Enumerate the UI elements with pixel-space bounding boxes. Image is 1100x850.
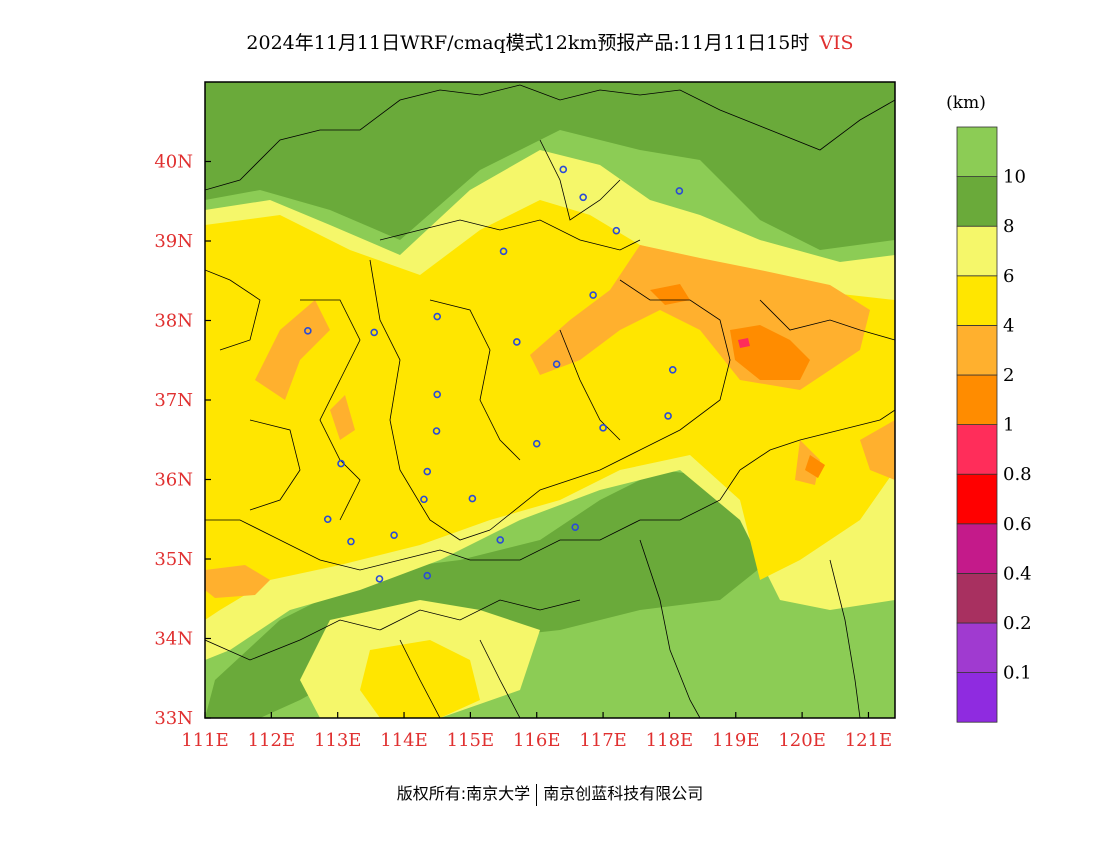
station-marker: [664, 412, 672, 420]
colorbar-label: 0.1: [1003, 663, 1032, 684]
colorbar-label: 0.6: [1003, 514, 1032, 535]
x-tick-label: 120E: [778, 730, 826, 751]
copyright-footer: 版权所有:南京大学 南京创蓝科技有限公司: [0, 780, 1100, 806]
colorbar-label: 8: [1003, 216, 1014, 237]
chart-title: 2024年11月11日WRF/cmaq模式12km预报产品:11月11日15时 V…: [0, 28, 1100, 55]
station-marker: [589, 291, 597, 299]
y-tick-label: 38N: [154, 311, 193, 332]
footer-right: 南京创蓝科技有限公司: [543, 784, 704, 803]
station-marker: [579, 193, 587, 202]
colorbar-bin: [956, 374, 998, 425]
vis-field-0.8-1: [738, 338, 750, 348]
colorbar-label: 0.4: [1003, 563, 1032, 584]
y-tick-label: 40N: [154, 152, 193, 173]
colorbar-bin: [956, 275, 998, 326]
x-tick-label: 118E: [646, 730, 694, 751]
colorbar-bin: [956, 324, 998, 376]
station-marker: [496, 536, 505, 544]
map-plot-area: [205, 82, 895, 718]
x-tick-label: 114E: [380, 730, 428, 751]
station-marker: [513, 338, 521, 346]
title-variable: VIS: [819, 32, 854, 54]
colorbar-label: 6: [1003, 266, 1014, 287]
x-tick-label: 119E: [712, 730, 760, 751]
y-axis-ticks: 33N 34N 35N 36N 37N 38N 39N 40N: [154, 152, 211, 729]
y-tick-label: 36N: [154, 470, 193, 491]
station-marker: [552, 360, 561, 369]
colorbar-bin: [956, 176, 998, 227]
station-markers: [304, 165, 684, 583]
station-marker: [433, 390, 442, 399]
x-tick-label: 113E: [314, 730, 362, 751]
y-tick-label: 33N: [154, 708, 193, 729]
footer-left: 版权所有:南京大学: [396, 784, 531, 803]
station-marker: [433, 312, 442, 321]
colorbar-bin: [956, 523, 998, 574]
station-marker: [432, 427, 441, 435]
station-marker: [304, 327, 312, 335]
y-tick-label: 37N: [154, 390, 193, 411]
colorbar-bin: [956, 473, 998, 525]
station-marker: [499, 247, 508, 256]
colorbar-label: 10: [1003, 167, 1026, 188]
x-axis-ticks: 111E 112E 113E 114E 115E 116E 117E 118E 119E 120E…: [181, 712, 892, 751]
colorbar-bin: [956, 424, 998, 475]
x-tick-label: 115E: [447, 730, 495, 751]
station-marker: [612, 226, 621, 235]
title-main: 2024年11月11日WRF/cmaq模式12km预报产品:11月11日15时: [246, 32, 810, 54]
station-marker: [423, 571, 432, 580]
station-marker: [347, 537, 355, 546]
x-tick-label: 111E: [181, 730, 229, 751]
colorbar-bin: [956, 225, 998, 277]
station-marker: [337, 459, 345, 468]
station-marker: [370, 328, 378, 337]
colorbar-label: 2: [1003, 365, 1014, 386]
colorbar-unit: (km): [946, 93, 986, 113]
x-tick-label: 117E: [579, 730, 627, 751]
x-tick-label: 121E: [845, 730, 893, 751]
station-marker: [532, 439, 541, 448]
colorbar-label: 0.2: [1003, 613, 1032, 634]
y-tick-label: 34N: [154, 629, 193, 650]
station-marker: [668, 365, 677, 374]
station-marker: [375, 575, 384, 583]
x-tick-label: 112E: [248, 730, 296, 751]
colorbar-label: 1: [1003, 415, 1014, 436]
station-marker: [423, 467, 432, 476]
colorbar-bin: [956, 573, 998, 624]
station-marker: [559, 165, 568, 174]
colorbar: 0.1 0.2 0.4 0.6 0.8 1 2 4 6 8 10: [956, 126, 1032, 723]
admin-boundaries: [205, 84, 895, 718]
x-tick-label: 116E: [513, 730, 561, 751]
y-tick-label: 35N: [154, 549, 193, 570]
colorbar-bin: [956, 126, 998, 177]
station-marker: [468, 494, 477, 503]
y-tick-label: 39N: [154, 231, 193, 252]
station-marker: [323, 515, 332, 524]
station-marker: [599, 424, 607, 432]
station-marker: [675, 187, 684, 195]
station-marker: [571, 523, 580, 532]
colorbar-bin: [956, 622, 998, 673]
footer-separator: [536, 783, 538, 806]
colorbar-bin: [956, 672, 998, 723]
station-marker: [420, 495, 428, 504]
station-marker: [390, 531, 398, 539]
colorbar-label: 4: [1003, 315, 1014, 336]
colorbar-label: 0.8: [1003, 464, 1032, 485]
